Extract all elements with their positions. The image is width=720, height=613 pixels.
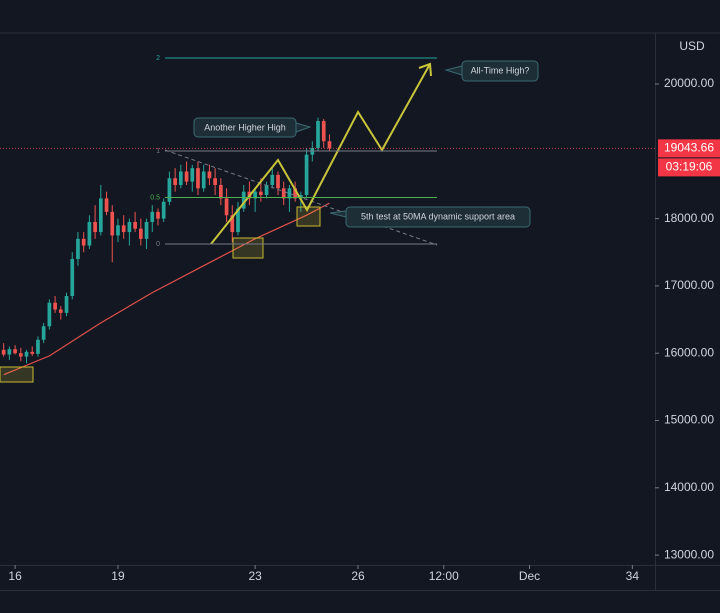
y-tick-label: 16000.00 xyxy=(664,345,714,359)
candle-body xyxy=(64,296,69,313)
candle-body xyxy=(138,228,143,239)
highlight-box xyxy=(232,237,264,259)
candle-body xyxy=(253,191,257,199)
x-tick-label: 23 xyxy=(248,569,262,583)
annotation: All-Time High? xyxy=(471,65,530,75)
candle-body xyxy=(41,326,46,340)
candle-body xyxy=(196,168,200,189)
candle-body xyxy=(110,211,115,236)
candle-body xyxy=(218,184,223,199)
y-tick-label: 13000.00 xyxy=(664,547,714,561)
candle-body xyxy=(167,178,172,202)
last-price-label: 19043.66 xyxy=(664,141,714,155)
candle-body xyxy=(30,351,35,354)
callout-pointer xyxy=(295,122,312,133)
candle-body xyxy=(161,201,166,219)
candle-body xyxy=(270,174,275,185)
candle-body xyxy=(241,191,246,209)
callout-pointer xyxy=(444,65,463,76)
candle-body xyxy=(201,171,206,189)
plot xyxy=(1,117,332,376)
currency-label: USD xyxy=(679,39,705,53)
candle-body xyxy=(133,221,137,229)
candle-body xyxy=(104,198,109,212)
candle-body xyxy=(213,178,217,185)
candle-body xyxy=(230,215,235,233)
candle-body xyxy=(224,198,229,216)
candle-body xyxy=(47,302,52,327)
x-tick-label: 19 xyxy=(111,569,125,583)
x-tick-label: 26 xyxy=(351,569,365,583)
candle-body xyxy=(36,339,40,354)
candle-body xyxy=(207,171,212,179)
y-tick-label: 18000.00 xyxy=(664,211,714,225)
candle-body xyxy=(259,191,263,196)
candle-body xyxy=(24,351,29,357)
candle-body xyxy=(98,198,103,233)
x-tick-label: 34 xyxy=(626,569,640,583)
drawings xyxy=(0,62,438,383)
projection-arrow xyxy=(418,62,432,77)
candle-body xyxy=(178,171,183,185)
countdown-label: 03:19:06 xyxy=(666,160,713,174)
annotation: 5th test at 50MA dynamic support area xyxy=(361,211,515,221)
candle-body xyxy=(316,121,320,148)
candle-body xyxy=(190,168,195,182)
y-tick-label: 20000.00 xyxy=(664,76,714,90)
last-price-box xyxy=(658,139,720,158)
candle-body xyxy=(1,349,6,355)
candle-body xyxy=(116,225,120,236)
candle-body xyxy=(70,258,75,297)
candle-body xyxy=(184,171,189,182)
callout-pointer xyxy=(329,210,347,218)
candle-body xyxy=(76,238,80,259)
candle-body xyxy=(13,349,17,354)
callouts: Another Higher High All-Time High? 5th t… xyxy=(193,60,539,228)
candle-body xyxy=(81,238,86,246)
candle-body xyxy=(287,188,292,199)
candle-body xyxy=(93,221,97,233)
candle-body xyxy=(304,154,309,196)
candle-body xyxy=(144,221,149,239)
candle-body xyxy=(87,221,92,246)
y-tick-label: 15000.00 xyxy=(664,413,714,427)
candle-body xyxy=(327,141,332,149)
candle-body xyxy=(173,178,177,185)
trend-line xyxy=(164,149,438,246)
candle-body xyxy=(236,208,240,233)
projection-path xyxy=(210,63,431,245)
candle-body xyxy=(150,211,155,222)
annotation: Another Higher High xyxy=(204,122,286,132)
y-tick-label: 17000.00 xyxy=(664,278,714,292)
candle-body xyxy=(127,221,132,233)
candle-body xyxy=(321,121,326,142)
fib-label: 0 xyxy=(156,241,160,248)
x-tick-label: Dec xyxy=(519,569,540,583)
candle-body xyxy=(299,195,303,199)
moving-average xyxy=(3,202,330,376)
x-tick-label: 12:00 xyxy=(429,569,459,583)
candle-body xyxy=(58,309,63,313)
candle-body xyxy=(121,225,126,233)
candle-body xyxy=(293,188,298,199)
candle-body xyxy=(18,353,23,357)
x-tick-label: 16 xyxy=(8,569,22,583)
candle-body xyxy=(7,349,12,355)
candle-body xyxy=(264,184,269,196)
candle-body xyxy=(156,211,160,219)
highlight-box xyxy=(0,366,34,383)
fib-label: 2 xyxy=(156,55,160,62)
candle-body xyxy=(281,188,286,199)
y-tick-label: 14000.00 xyxy=(664,480,714,494)
fib-label: 1 xyxy=(156,148,160,155)
candle-body xyxy=(276,174,280,189)
candle-body xyxy=(53,302,57,310)
fib-label: 0.5 xyxy=(150,194,160,201)
highlight-box xyxy=(296,206,321,227)
countdown-box xyxy=(658,158,720,177)
